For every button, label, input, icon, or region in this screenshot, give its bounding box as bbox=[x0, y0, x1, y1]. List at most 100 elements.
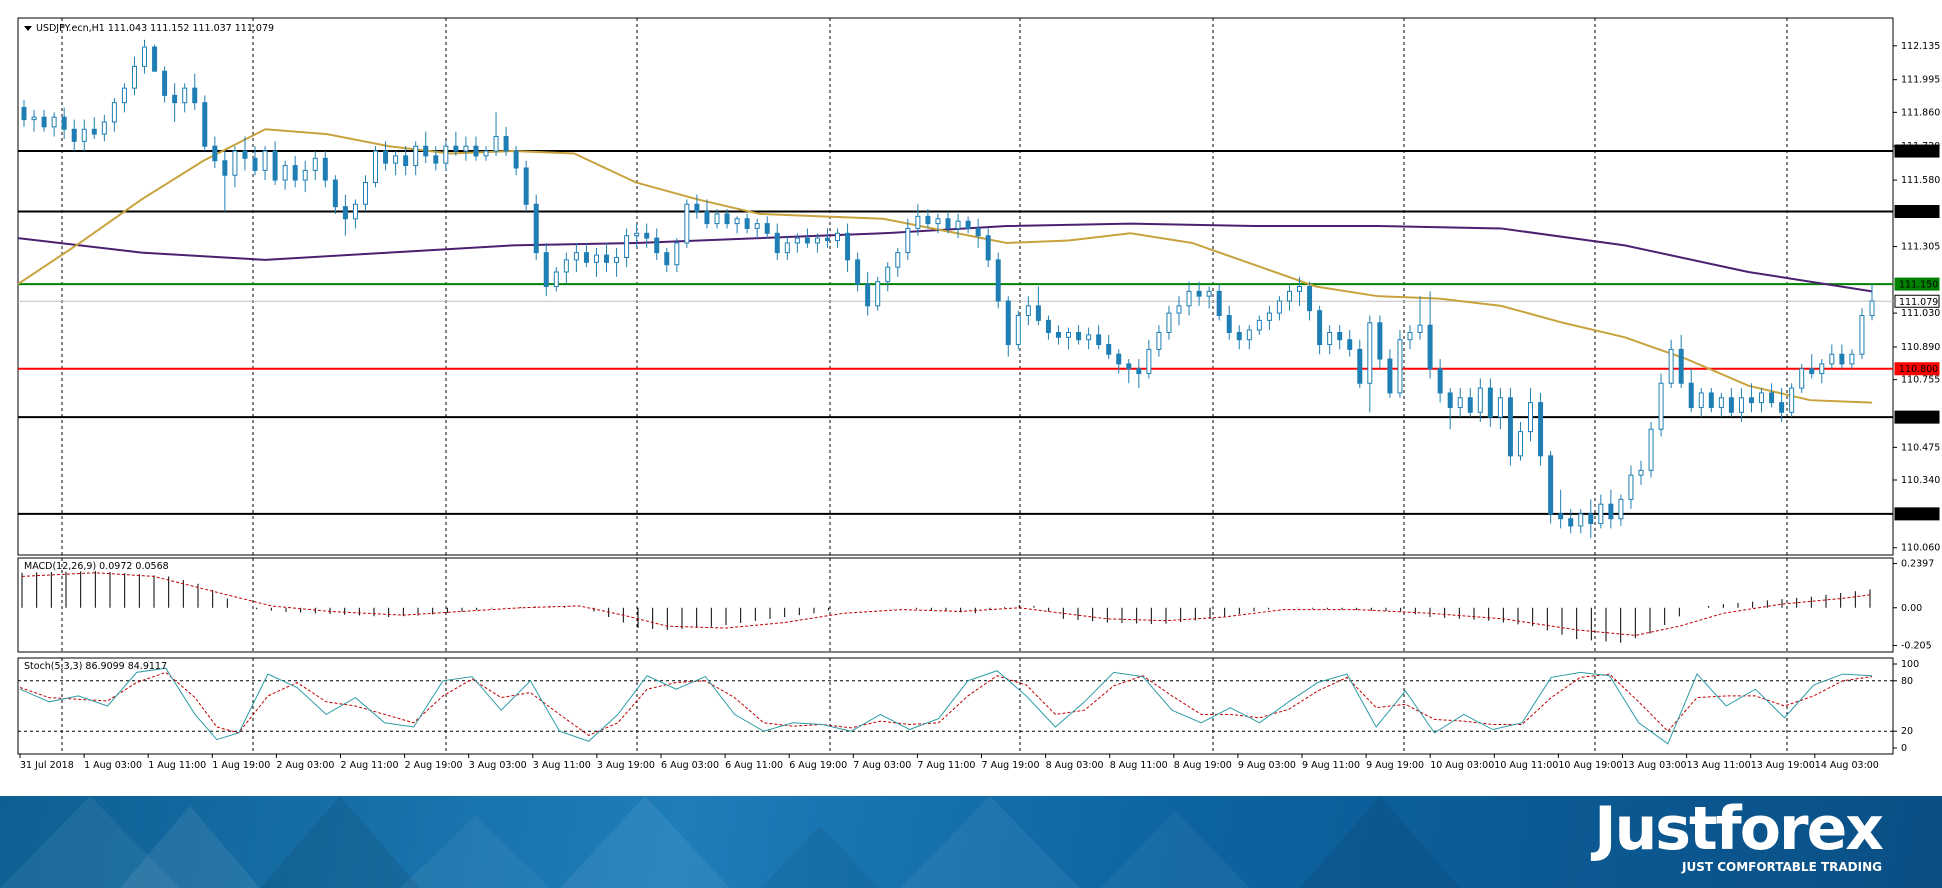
candle-body bbox=[855, 259, 861, 285]
candle-body bbox=[272, 150, 278, 181]
candle-body bbox=[1136, 368, 1142, 375]
candle-body bbox=[242, 150, 248, 159]
candle-body bbox=[684, 203, 690, 244]
candle-body bbox=[1869, 300, 1875, 317]
candle-body bbox=[352, 203, 358, 220]
candle-body bbox=[1206, 290, 1212, 297]
level-label-box bbox=[1894, 507, 1940, 521]
candle-body bbox=[523, 167, 529, 205]
candle-body bbox=[704, 211, 710, 225]
brand-logo: Justforex JUST COMFORTABLE TRADING bbox=[1594, 798, 1884, 874]
candle-body bbox=[1417, 324, 1423, 333]
candle-body bbox=[383, 150, 389, 164]
level-label-box bbox=[1894, 205, 1940, 219]
stoch-tick-label: 80 bbox=[1901, 676, 1913, 687]
candle-body bbox=[1809, 368, 1815, 375]
candle-body bbox=[503, 136, 509, 152]
time-tick-label: 1 Aug 03:00 bbox=[84, 760, 142, 771]
candle-body bbox=[875, 281, 881, 307]
candle-body bbox=[764, 223, 770, 234]
candle-body bbox=[995, 259, 1001, 302]
level-label-box bbox=[1894, 277, 1940, 291]
candle-body bbox=[1568, 518, 1574, 527]
time-tick-label: 8 Aug 11:00 bbox=[1110, 760, 1168, 771]
candle-body bbox=[312, 157, 318, 171]
candle-body bbox=[212, 145, 218, 162]
price-tick-label: 112.135 bbox=[1901, 41, 1940, 52]
price-tick-label: 111.860 bbox=[1901, 107, 1940, 118]
candle-body bbox=[91, 128, 97, 135]
candle-body bbox=[1076, 331, 1082, 341]
candle-body bbox=[192, 87, 198, 104]
time-tick-label: 13 Aug 11:00 bbox=[1687, 760, 1751, 771]
candle-body bbox=[1166, 312, 1172, 333]
candle-body bbox=[734, 218, 740, 225]
candle-body bbox=[1799, 368, 1805, 389]
candle-body bbox=[1578, 513, 1584, 527]
candle-body bbox=[1748, 397, 1754, 404]
candle-body bbox=[563, 259, 569, 273]
candle-body bbox=[1216, 290, 1222, 317]
candle-body bbox=[322, 157, 328, 181]
candle-body bbox=[1819, 363, 1825, 375]
banner-decoration bbox=[760, 826, 880, 888]
price-tick-label: 111.580 bbox=[1901, 175, 1940, 186]
price-tick-label: 111.030 bbox=[1901, 308, 1940, 319]
banner-decoration bbox=[0, 796, 180, 888]
level-label: 111.079 bbox=[1899, 297, 1938, 308]
pane-frame-2 bbox=[17, 557, 1894, 653]
candle-body bbox=[222, 160, 228, 176]
candle-body bbox=[694, 203, 700, 213]
candle-body bbox=[1759, 392, 1765, 404]
candle-body bbox=[61, 116, 67, 130]
candle-body bbox=[784, 242, 790, 254]
stoch-signal-line bbox=[19, 671, 1873, 736]
candle-body bbox=[1297, 286, 1303, 292]
candle-body bbox=[232, 150, 238, 176]
level-label-box bbox=[1894, 362, 1940, 376]
candle-body bbox=[935, 218, 941, 225]
candle-body bbox=[1688, 382, 1694, 408]
candle-body bbox=[31, 116, 37, 121]
candle-body bbox=[583, 252, 589, 263]
price-tick-label: 110.755 bbox=[1901, 375, 1940, 386]
level-label-box bbox=[1894, 410, 1940, 424]
macd-tick-label: 0.00 bbox=[1901, 603, 1922, 614]
candle-body bbox=[1829, 353, 1835, 365]
candle-body bbox=[1126, 363, 1132, 370]
candle-body bbox=[342, 206, 348, 220]
macd-signal-line bbox=[21, 572, 1871, 636]
candle-body bbox=[1708, 392, 1714, 408]
stoch-tick-label: 100 bbox=[1901, 659, 1919, 670]
candle-body bbox=[1517, 431, 1523, 457]
candle-body bbox=[1538, 402, 1544, 457]
candle-body bbox=[81, 128, 87, 142]
candle-body bbox=[1176, 305, 1182, 314]
candle-body bbox=[1367, 322, 1373, 384]
candle-body bbox=[121, 87, 127, 104]
candle-body bbox=[1437, 368, 1443, 394]
candle-body bbox=[1186, 290, 1192, 307]
candle-body bbox=[744, 218, 750, 229]
candle-body bbox=[1487, 387, 1493, 418]
candle-body bbox=[1608, 503, 1614, 520]
banner-decoration bbox=[120, 806, 260, 888]
candle-body bbox=[302, 169, 308, 181]
time-tick-label: 3 Aug 03:00 bbox=[469, 760, 527, 771]
candle-body bbox=[403, 155, 409, 167]
candle-body bbox=[634, 232, 640, 237]
candle-body bbox=[1387, 358, 1393, 394]
candle-body bbox=[1256, 319, 1262, 331]
brand-tagline: JUST COMFORTABLE TRADING bbox=[1681, 860, 1882, 874]
candle-body bbox=[945, 218, 951, 229]
ma-slow-line bbox=[17, 222, 1873, 293]
candle-body bbox=[433, 155, 439, 164]
candle-body bbox=[1116, 353, 1122, 365]
candle-body bbox=[1849, 353, 1855, 365]
candle-body bbox=[1789, 387, 1795, 413]
candle-body bbox=[1548, 455, 1554, 515]
candle-body bbox=[1005, 300, 1011, 346]
candle-body bbox=[1648, 428, 1654, 471]
level-label: 110.800 bbox=[1899, 364, 1938, 375]
candle-body bbox=[1015, 315, 1021, 346]
